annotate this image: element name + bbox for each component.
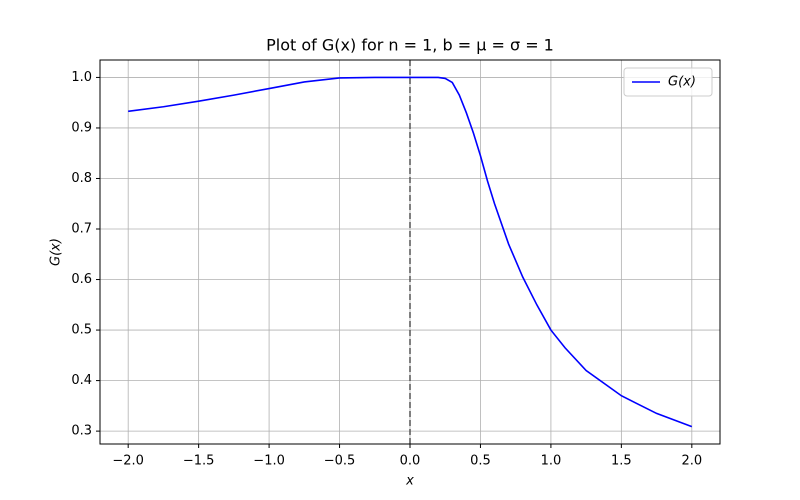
x-tick-label: −1.5 <box>183 454 215 469</box>
x-tick-label: 0.0 <box>400 454 421 469</box>
y-tick-label: 0.4 <box>71 373 92 388</box>
legend-box <box>623 67 713 97</box>
chart-title: Plot of G(x) for n = 1, b = μ = σ = 1 <box>266 36 554 55</box>
legend-label: G(x) <box>668 75 696 90</box>
x-tick-label: 2.0 <box>681 454 702 469</box>
x-tick-label: 1.0 <box>541 454 562 469</box>
y-tick-label: 0.9 <box>71 120 92 135</box>
x-axis-label: x <box>405 474 414 489</box>
y-tick-label: 0.6 <box>71 272 92 287</box>
x-tick-label: 1.5 <box>611 454 632 469</box>
y-axis-label: G(x) <box>49 238 64 266</box>
y-tick-label: 0.7 <box>71 222 92 237</box>
y-tick-label: 1.0 <box>71 70 92 85</box>
x-tick-label: −1.0 <box>253 454 285 469</box>
x-tick-label: −0.5 <box>324 454 356 469</box>
y-tick-label: 0.3 <box>71 424 92 439</box>
plot-frame <box>99 59 721 445</box>
data-line <box>128 76 693 428</box>
y-tick-label: 0.8 <box>71 171 92 186</box>
y-tick-label: 0.5 <box>71 323 92 338</box>
x-tick-label: 0.5 <box>470 454 491 469</box>
x-tick-label: −2.0 <box>112 454 144 469</box>
